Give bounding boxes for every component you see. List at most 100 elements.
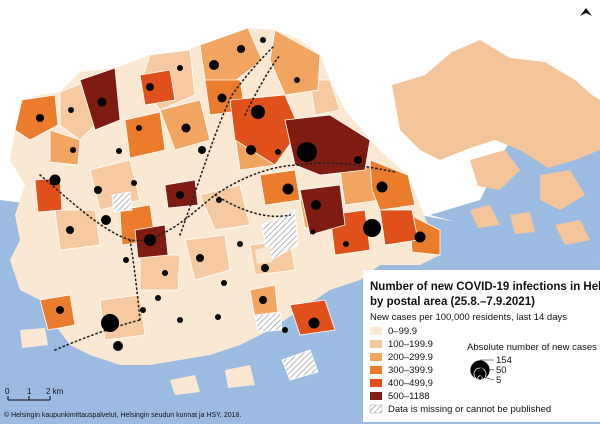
- bubble-leaders: [479, 359, 495, 381]
- legend-swatch: [370, 392, 382, 400]
- legend-swatch: [370, 327, 382, 335]
- case-bubble: [209, 60, 219, 70]
- legend-title-line2: by postal area (25.8.–7.9.2021): [370, 296, 535, 308]
- bubble-legend-value: 154: [496, 355, 512, 366]
- case-bubble: [251, 105, 265, 119]
- case-bubble: [414, 231, 426, 243]
- case-bubble: [176, 191, 184, 199]
- scale-label-two: 2 km: [46, 387, 64, 396]
- case-bubble: [308, 317, 320, 329]
- case-bubble: [177, 65, 183, 71]
- legend-swatch: [370, 379, 382, 387]
- bubble-legend-value: 5: [496, 375, 501, 386]
- postal-area: [124, 111, 166, 159]
- case-bubble: [97, 97, 107, 107]
- postal-area: [259, 169, 301, 206]
- bubble-legend-small: [477, 375, 483, 381]
- case-bubble: [310, 229, 316, 235]
- case-bubble: [217, 93, 227, 103]
- postal-area: [379, 209, 419, 246]
- scale-label-one: 1: [27, 387, 32, 396]
- case-bubble: [215, 314, 221, 320]
- legend-class-label: 200–299.9: [388, 352, 433, 363]
- case-bubble: [155, 295, 161, 301]
- legend: Number of new COVID-19 infections in Hel…: [363, 270, 600, 422]
- case-bubble: [259, 296, 267, 304]
- case-bubble: [297, 142, 317, 162]
- metro-routes: [39, 44, 396, 351]
- case-bubbles: [36, 37, 426, 351]
- case-bubble: [131, 180, 137, 186]
- legend-class-label: 500–1188: [388, 391, 430, 402]
- case-bubble: [376, 181, 388, 193]
- postal-area: [184, 234, 231, 281]
- postal-area: [369, 159, 416, 211]
- case-bubble: [343, 241, 349, 247]
- legend-missing-label: Data is missing or cannot be published: [388, 404, 551, 415]
- legend-class-label: 400–499,9: [388, 378, 433, 389]
- legend-swatch: [370, 366, 382, 374]
- case-bubble: [70, 147, 76, 153]
- case-bubble: [66, 226, 74, 234]
- postal-area: [299, 184, 346, 236]
- case-bubble: [260, 37, 266, 43]
- case-bubble: [294, 77, 300, 83]
- postal-area: [289, 299, 336, 336]
- islands-south: [20, 246, 272, 395]
- legend-swatch-missing: [369, 404, 383, 414]
- postal-area: [269, 29, 321, 96]
- case-bubble: [101, 314, 119, 332]
- legend-class-label: 0–99.9: [388, 326, 417, 337]
- case-bubble: [237, 241, 243, 247]
- case-bubble: [196, 254, 204, 262]
- legend-panel: [363, 270, 600, 422]
- case-bubble: [177, 317, 183, 323]
- scale-bar: 0 1 2 km: [5, 387, 64, 401]
- case-bubble: [275, 149, 281, 155]
- case-bubble: [221, 280, 227, 286]
- postal-area: [199, 27, 263, 86]
- postal-area: [139, 69, 176, 106]
- bubble-legend-value: 50: [496, 365, 507, 376]
- case-bubble: [181, 123, 191, 133]
- postal-area: [49, 129, 81, 166]
- case-bubble: [146, 83, 154, 91]
- case-bubble: [311, 200, 321, 210]
- case-bubble: [261, 264, 269, 272]
- case-bubble: [363, 219, 381, 237]
- legend-swatch: [370, 353, 382, 361]
- case-bubble: [49, 174, 61, 186]
- bubble-legend-title: Absolute number of new cases: [467, 342, 597, 353]
- copyright-credit: © Helsingin kaupunkimittauspalvelut, Hel…: [4, 411, 241, 419]
- case-bubble: [140, 307, 146, 313]
- case-bubble: [68, 107, 74, 113]
- bubble-legend: [469, 359, 491, 381]
- case-bubble: [246, 145, 256, 155]
- north-arrow-icon: [580, 8, 592, 16]
- case-bubble: [56, 306, 64, 314]
- case-bubble: [136, 125, 142, 131]
- case-bubble: [101, 215, 111, 225]
- case-bubble: [198, 146, 206, 154]
- case-bubble: [94, 186, 102, 194]
- legend-swatch: [370, 340, 382, 348]
- case-bubble: [282, 327, 288, 333]
- case-bubble: [216, 197, 222, 203]
- legend-class-label: 300–399.9: [388, 365, 433, 376]
- legend-class-label: 100–199.9: [388, 339, 433, 350]
- neighbor-municipality: [392, 40, 600, 168]
- case-bubble: [113, 341, 123, 351]
- case-bubble: [36, 114, 44, 122]
- case-bubble: [162, 270, 168, 276]
- case-bubble: [282, 183, 294, 195]
- case-bubble: [116, 148, 122, 154]
- postal-area: [54, 209, 101, 251]
- postal-area: [139, 254, 181, 291]
- legend-title-line1: Number of new COVID-19 infections in Hel…: [370, 281, 600, 293]
- case-bubble: [123, 257, 129, 263]
- case-bubble: [354, 156, 362, 164]
- case-bubble: [237, 45, 245, 53]
- legend-subtitle: New cases per 100,000 residents, last 14…: [370, 312, 567, 323]
